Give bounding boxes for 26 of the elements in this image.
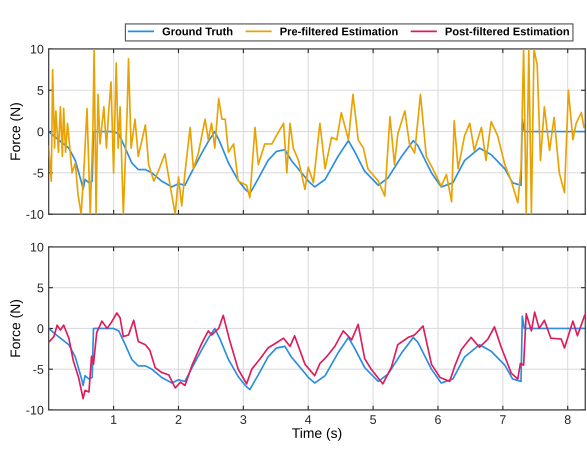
y-axis-title: Force (N) [10,103,24,160]
x-tick-label: 3 [240,415,246,424]
line-series [48,48,585,214]
y-tick-label: 5 [37,284,44,292]
x-tick-label: 7 [500,415,506,424]
legend-label: Post-filtered Estimation [446,27,569,36]
y-tick-label: 0 [37,127,44,136]
x-tick-label: 5 [370,415,376,424]
x-tick-label: 4 [305,415,312,424]
x-axis-title: Time (s) [292,428,342,441]
y-tick-label: -10 [26,210,44,219]
legend-label: Pre-filtered Estimation [280,27,398,36]
y-tick-label: -5 [33,365,44,374]
y-tick-label: 5 [37,86,44,95]
line-series [48,118,585,194]
x-tick-label: 1 [111,415,116,424]
y-tick-label: 0 [37,324,44,334]
x-tick-label: 8 [564,415,571,424]
y-tick-label: 10 [30,242,44,252]
y-tick-label: -10 [26,406,44,415]
y-axis-title: Force (N) [10,300,24,357]
x-tick-label: 2 [176,415,182,424]
y-tick-label: 10 [30,44,44,54]
y-tick-label: -5 [33,168,44,178]
legend-label: Ground Truth [162,27,232,36]
x-tick-label: 6 [435,415,441,424]
